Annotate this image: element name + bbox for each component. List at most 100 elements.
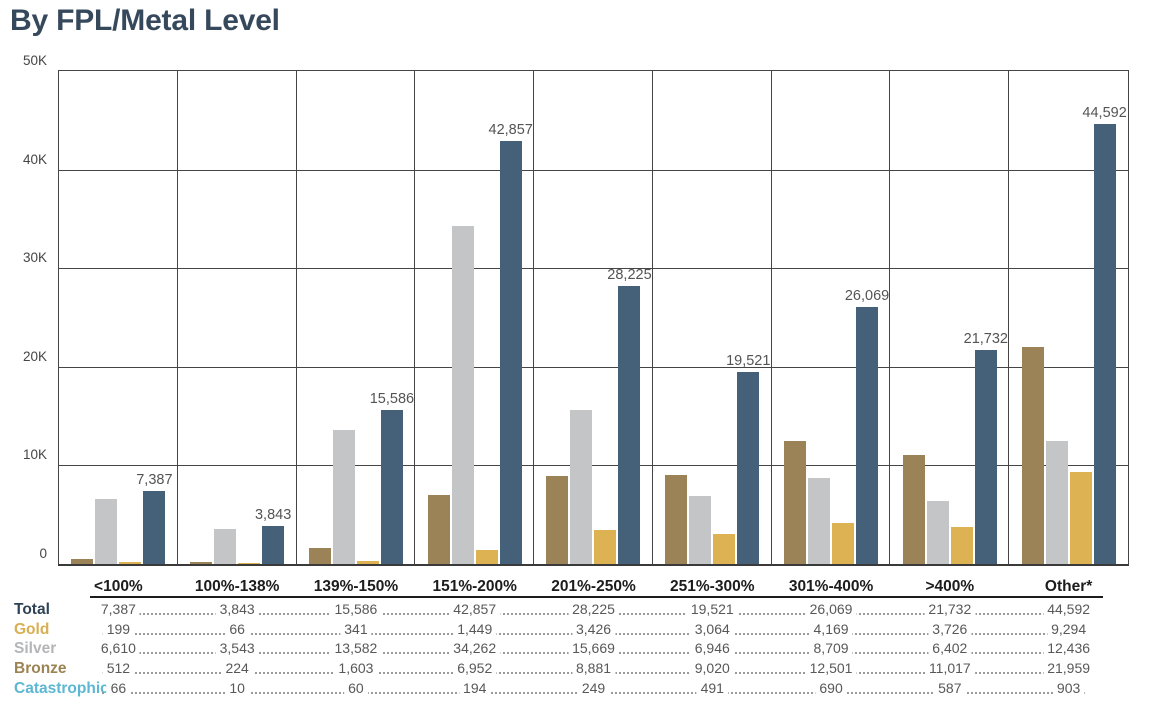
table-value: 3,543 (215, 640, 259, 658)
total-bar-value-label: 28,225 (607, 266, 652, 283)
bar-total[interactable] (380, 410, 403, 564)
table-value: 512 (102, 660, 135, 678)
bar-gold[interactable] (238, 563, 261, 564)
y-axis-tick-label: 10K (22, 447, 47, 463)
y-axis-tick-label: 0 (39, 546, 47, 561)
bar-total[interactable] (856, 306, 879, 564)
table-value: 66 (106, 679, 131, 697)
table-value: 34,262 (449, 640, 501, 658)
row-label-bronze: Bronze (14, 660, 67, 678)
table-value: 6,946 (690, 640, 734, 658)
total-bar-value-label: 3,843 (254, 507, 292, 524)
chart-plot-area: 7,387 3,843 15,586 42,857 28,225 19,521 26,069… (58, 70, 1129, 566)
category-header-label: 251%-300% (670, 578, 755, 595)
bar-bronze[interactable] (308, 548, 331, 564)
row-label-gold: Gold (14, 620, 50, 638)
bar-gold[interactable] (356, 560, 379, 564)
category-header-label: >400% (925, 578, 975, 595)
page-title: By FPL/Metal Level (10, 4, 280, 37)
bar-gold[interactable] (475, 549, 498, 564)
bar-gold[interactable] (713, 533, 736, 564)
total-bar-value-label: 7,387 (136, 472, 173, 489)
table-value: 11,017 (924, 660, 975, 678)
bar-gold[interactable] (832, 522, 855, 564)
bar-total[interactable] (262, 526, 285, 564)
bar-gold[interactable] (950, 527, 973, 564)
table-value: 21,959 (1043, 660, 1095, 678)
table-value: 249 (577, 679, 610, 697)
bar-bronze[interactable] (546, 476, 569, 564)
table-value: 194 (459, 679, 491, 697)
bar-total[interactable] (499, 141, 522, 564)
gridline (59, 366, 1128, 368)
total-bar-value-label: 42,857 (488, 122, 533, 139)
category-column: 21,732 (890, 71, 1010, 564)
bar-silver[interactable] (570, 409, 593, 564)
table-value: 26,069 (805, 601, 857, 618)
table-value: 12,436 (1043, 640, 1095, 658)
y-axis-tick-label: 20K (22, 348, 47, 364)
category-header-label: 151%-200% (432, 578, 517, 595)
table-value: 341 (340, 620, 372, 638)
row-label-total: Total (14, 601, 50, 618)
bar-total[interactable] (143, 491, 166, 564)
table-value: 3,426 (571, 620, 616, 638)
bar-bronze[interactable] (902, 455, 925, 564)
table-value: 19,521 (686, 601, 738, 618)
table-value: 60 (344, 679, 368, 697)
table-value: 9,294 (1047, 620, 1091, 638)
bar-gold[interactable] (594, 530, 617, 564)
table-value: 3,064 (690, 620, 734, 638)
category-header-label: 201%-250% (551, 578, 636, 595)
bar-silver[interactable] (214, 529, 237, 564)
bar-silver[interactable] (689, 495, 712, 564)
y-axis-tick-label: 50K (22, 53, 47, 68)
table-value: 42,857 (449, 601, 501, 618)
bar-gold[interactable] (119, 562, 142, 564)
bar-bronze[interactable] (1021, 347, 1044, 564)
bar-silver[interactable] (1045, 441, 1068, 564)
y-axis-tick-label: 30K (22, 250, 47, 266)
bar-silver[interactable] (332, 430, 355, 564)
table-value: 1,449 (453, 620, 497, 638)
table-value: 6,610 (96, 640, 140, 658)
bar-gold[interactable] (1069, 472, 1092, 564)
table-value: 7,387 (96, 601, 140, 618)
table-value: 587 (934, 679, 966, 697)
gridline (59, 169, 1128, 171)
category-column: 26,069 (772, 71, 891, 564)
bar-bronze[interactable] (784, 440, 807, 564)
category-column: 15,586 (297, 71, 416, 564)
y-axis-tick-label: 40K (22, 151, 47, 167)
total-bar-value-label: 26,069 (844, 287, 890, 304)
bar-silver[interactable] (808, 478, 831, 564)
bar-total[interactable] (618, 285, 641, 564)
gridline (59, 465, 1128, 467)
table-value: 690 (815, 679, 847, 697)
bar-bronze[interactable] (427, 495, 450, 564)
total-bar-value-label: 19,521 (726, 352, 771, 369)
total-bar-value-label: 15,586 (369, 391, 415, 408)
table-value: 8,881 (571, 660, 616, 678)
table-value: 10 (225, 679, 249, 697)
table-value: 66 (225, 620, 249, 638)
bar-total[interactable] (737, 371, 760, 564)
table-value: 3,843 (215, 601, 259, 618)
total-bar-value-label: 44,592 (1082, 105, 1127, 122)
category-header-label: 100%-138% (194, 578, 280, 595)
category-header-label: <100% (94, 578, 143, 595)
bar-bronze[interactable] (71, 558, 94, 564)
table-value: 199 (102, 620, 135, 638)
bar-silver[interactable] (451, 226, 474, 564)
bar-bronze[interactable] (665, 475, 688, 564)
table-value: 1,603 (334, 660, 378, 678)
table-value: 13,582 (330, 640, 382, 658)
bar-total[interactable] (1093, 124, 1116, 564)
bar-silver[interactable] (926, 500, 949, 564)
table-value: 12,501 (805, 660, 857, 678)
bar-silver[interactable] (95, 498, 118, 564)
bar-total[interactable] (974, 349, 997, 564)
table-value: 15,586 (330, 601, 382, 618)
bar-bronze[interactable] (190, 561, 213, 564)
